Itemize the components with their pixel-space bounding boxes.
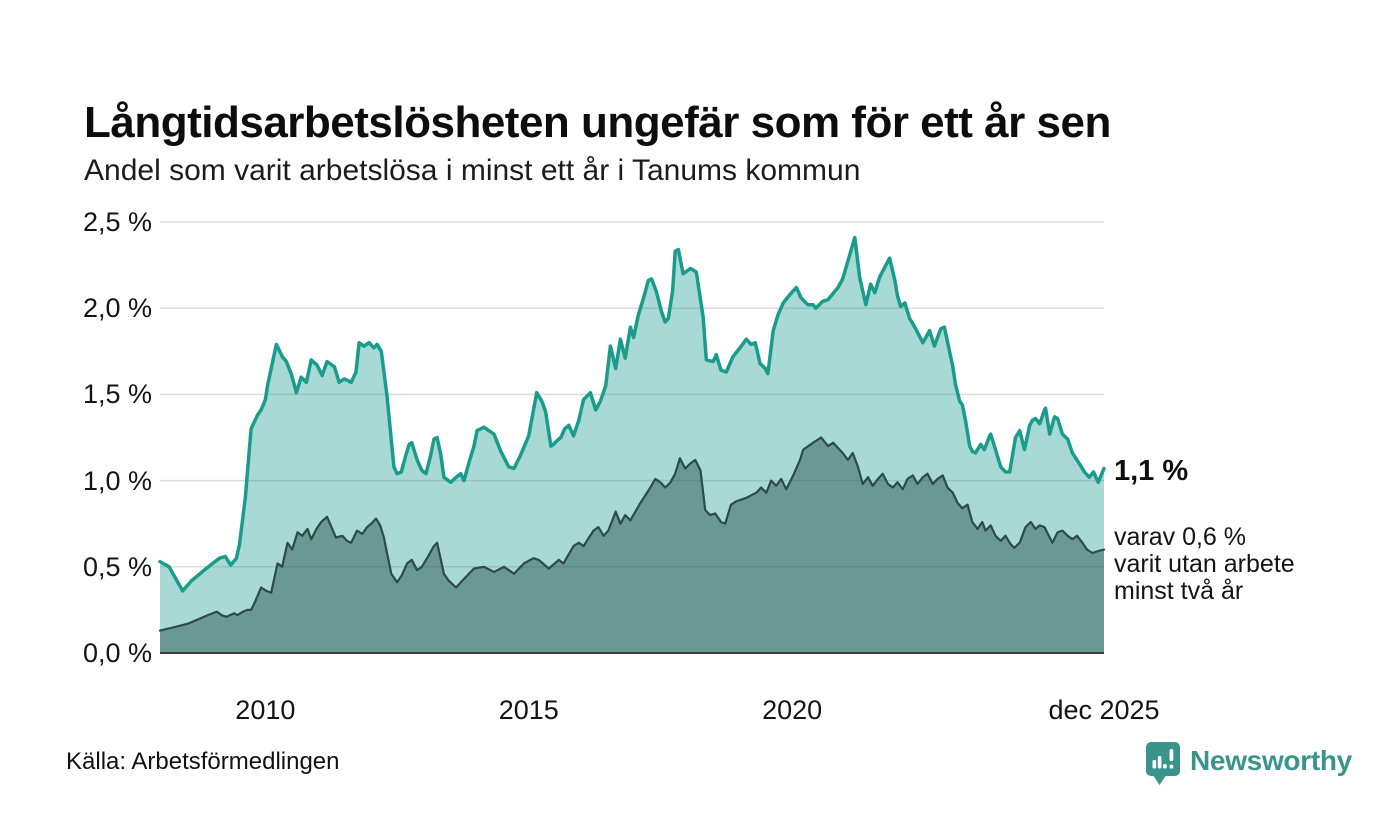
latest-detail-line-3: minst två år xyxy=(1114,577,1244,605)
two-years-area xyxy=(160,437,1104,653)
total-line xyxy=(158,235,1106,593)
newsworthy-logo: Newsworthy xyxy=(1146,742,1352,786)
source-label: Källa: Arbetsförmedlingen xyxy=(66,748,340,775)
total-area xyxy=(160,237,1104,653)
latest-value-label: 1,1 % xyxy=(1114,455,1189,487)
latest-detail-label: varav 0,6 % varit utan arbete minst två … xyxy=(1114,524,1295,605)
newsworthy-logo-text: Newsworthy xyxy=(1190,745,1352,776)
chart-subtitle: Andel som varit arbetslösa i minst ett å… xyxy=(84,154,861,187)
newsworthy-logo-icon xyxy=(1146,742,1180,785)
latest-detail-line-2: varit utan arbete xyxy=(1114,550,1295,578)
page-title: Långtidsarbetslösheten ungefär som för e… xyxy=(84,98,1111,148)
latest-detail-line-1: varav 0,6 % xyxy=(1114,523,1247,551)
two-years-line xyxy=(158,436,1106,632)
